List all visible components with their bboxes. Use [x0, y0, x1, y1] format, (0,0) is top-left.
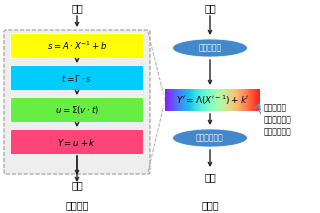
Text: 数表現逆変換: 数表現逆変換 — [196, 134, 224, 142]
Text: $s = A \cdot X^{-1} + b$: $s = A \cdot X^{-1} + b$ — [47, 40, 107, 52]
FancyBboxPatch shape — [11, 66, 143, 91]
Ellipse shape — [172, 39, 247, 57]
Text: 従来方式: 従来方式 — [65, 200, 89, 210]
Text: $t = \Gamma \cdot s$: $t = \Gamma \cdot s$ — [61, 72, 92, 83]
Text: $Y^{\prime} = \Lambda(X^{\prime -1}) + k^{\prime}$: $Y^{\prime} = \Lambda(X^{\prime -1}) + k… — [176, 93, 249, 107]
Text: 入力: 入力 — [71, 3, 83, 13]
Text: 新方式: 新方式 — [201, 200, 219, 210]
Text: 融合・簡単に: 融合・簡単に — [264, 128, 292, 137]
Text: 数表現変換: 数表現変換 — [264, 104, 287, 112]
FancyBboxPatch shape — [11, 33, 143, 59]
Ellipse shape — [172, 129, 247, 147]
Text: 入力: 入力 — [204, 3, 216, 13]
Text: により計算を: により計算を — [264, 115, 292, 125]
Text: 数表現変換: 数表現変換 — [198, 43, 221, 52]
FancyBboxPatch shape — [11, 130, 143, 154]
Text: 出力: 出力 — [204, 172, 216, 182]
Text: $Y = u + k$: $Y = u + k$ — [57, 137, 97, 147]
FancyBboxPatch shape — [4, 30, 150, 174]
Text: 出力: 出力 — [71, 180, 83, 190]
FancyBboxPatch shape — [11, 98, 143, 122]
Text: $u = \Sigma(v \cdot t)$: $u = \Sigma(v \cdot t)$ — [55, 104, 99, 116]
